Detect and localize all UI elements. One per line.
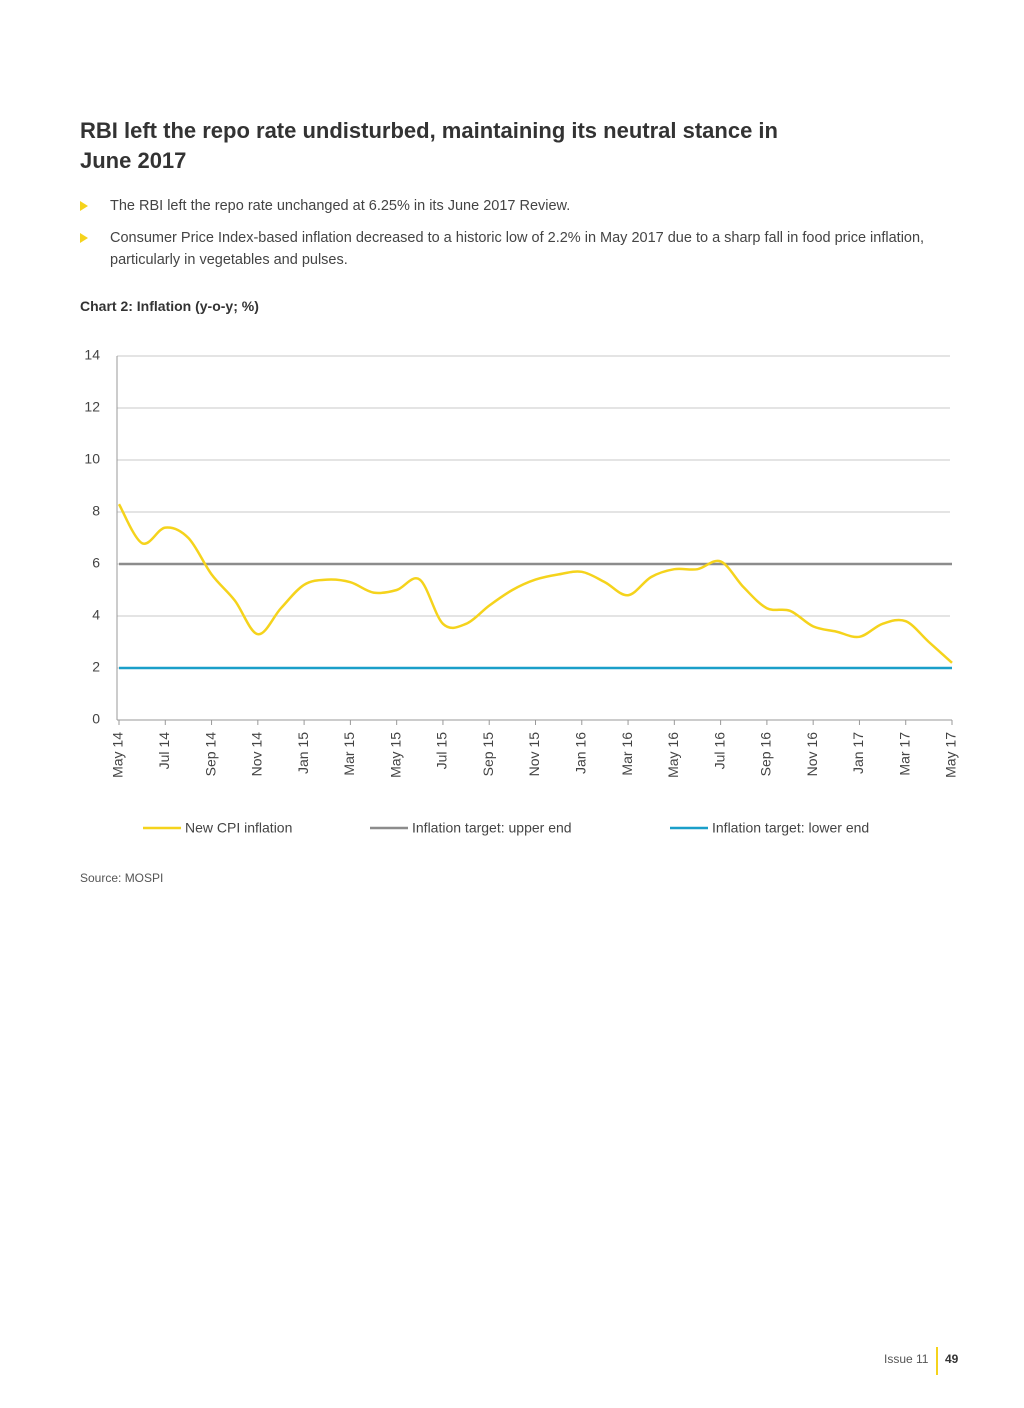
x-tick-label: Jul 14 — [156, 732, 172, 770]
legend-label: Inflation target: lower end — [712, 820, 869, 836]
bullet-marker — [80, 201, 88, 211]
x-tick-label: Sep 14 — [202, 732, 218, 777]
series-line — [117, 503, 953, 664]
y-tick-label: 8 — [92, 503, 100, 519]
y-tick-label: 12 — [84, 399, 100, 415]
page-title: RBI left the repo rate undisturbed, main… — [80, 118, 778, 173]
x-tick-label: Mar 16 — [619, 732, 635, 776]
chart-title: Chart 2: Inflation (y-o-y; %) — [80, 298, 259, 314]
divider — [936, 1347, 938, 1375]
y-tick-label: 2 — [92, 659, 100, 675]
x-tick-label: Nov 14 — [249, 732, 265, 777]
x-tick-label: Jan 16 — [572, 732, 588, 774]
page-number: 49 — [945, 1352, 959, 1366]
x-tick-label: Nov 16 — [804, 732, 820, 777]
source: Source: MOSPI — [80, 871, 164, 885]
x-tick-label: Nov 15 — [526, 732, 542, 777]
issue: Issue 11 — [884, 1352, 929, 1366]
x-tick-label: May 15 — [387, 732, 403, 778]
x-tick-label: May 14 — [110, 732, 126, 778]
x-tick-label: Mar 15 — [341, 732, 357, 776]
x-tick-label: Sep 16 — [758, 732, 774, 777]
bullet: Consumer Price Index-based inflation dec… — [110, 230, 925, 268]
y-tick-label: 0 — [92, 711, 100, 727]
chart: 0 2 4 6 8 10 12 14 May 14 Jul 14 Sep 14 Nov 14 Jan 1… — [84, 347, 959, 836]
bullet-marker — [80, 233, 88, 243]
legend-label: Inflation target: upper end — [412, 820, 572, 836]
x-tick-label: Jan 17 — [850, 732, 866, 774]
x-tick-label: Mar 17 — [896, 732, 912, 776]
y-tick-label: 10 — [84, 451, 100, 467]
y-tick-label: 6 — [92, 555, 100, 571]
y-tick-label: 14 — [84, 347, 100, 363]
x-tick-label: Sep 15 — [480, 732, 496, 777]
x-tick-label: May 16 — [665, 732, 681, 778]
x-tick-label: Jul 15 — [434, 732, 450, 770]
x-tick-label: Jul 16 — [711, 732, 727, 770]
y-tick-label: 4 — [92, 607, 100, 623]
x-tick-label: May 17 — [943, 732, 959, 778]
x-tick-label: Jan 15 — [295, 732, 311, 774]
bullet: The RBI left the repo rate unchanged at … — [110, 198, 571, 214]
legend-label: New CPI inflation — [185, 820, 292, 836]
